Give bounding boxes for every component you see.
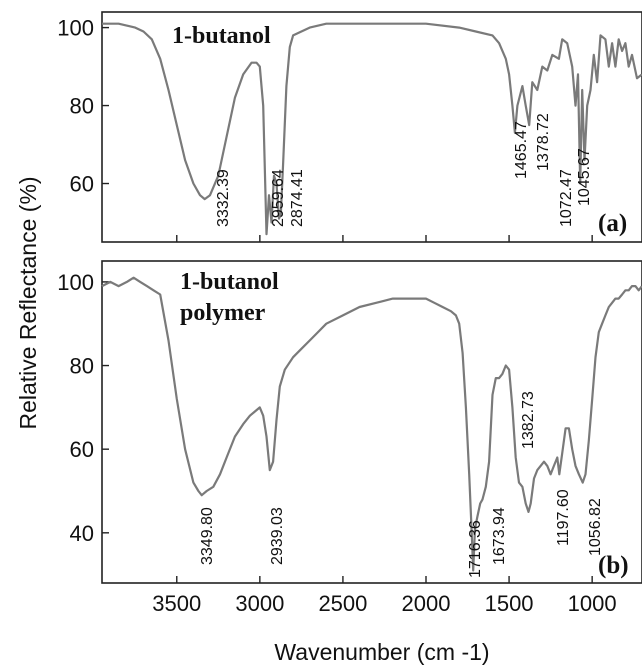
x-tick-label-2500: 2500: [318, 591, 367, 616]
panel-a-title: 1-butanol: [172, 23, 271, 49]
y-tick-label-b-40: 40: [70, 521, 94, 546]
panel-b: 406080100 1-butanol polymer (b) 3349.80 …: [57, 261, 642, 583]
x-axis-title: Wavenumber (cm -1): [274, 639, 489, 665]
y-tick-label-b-100: 100: [57, 270, 94, 295]
peak-label-1072: 1072.47: [558, 169, 575, 227]
peak-label-1379: 1378.72: [535, 113, 552, 171]
peak-label-2939: 2939.03: [269, 507, 286, 565]
y-tick-label-a-100: 100: [57, 16, 94, 41]
panel-a-annotations: 3332.39 2959.64 2874.41 1465.47 1378.72 …: [215, 113, 593, 227]
peak-label-1198: 1197.60: [555, 489, 572, 546]
y-tick-label-b-80: 80: [70, 354, 94, 379]
y-tick-label-b-60: 60: [70, 437, 94, 462]
x-tick-label-2000: 2000: [402, 591, 451, 616]
peak-label-1383: 1382.73: [520, 391, 537, 449]
peak-label-3350: 3349.80: [199, 507, 216, 565]
x-tick-label-3500: 3500: [152, 591, 201, 616]
panel-b-annotations: 3349.80 2939.03 1716.36 1673.94 1382.73 …: [199, 391, 604, 578]
panel-b-title-line1: 1-butanol: [180, 269, 279, 295]
peak-label-1465: 1465.47: [513, 121, 530, 179]
peak-label-1046: 1045.67: [576, 148, 593, 206]
x-tick-label-1500: 1500: [485, 591, 534, 616]
peak-label-3332: 3332.39: [215, 169, 232, 227]
panel-a: 60 80 100 1-butanol (a) 3332.39 2959.64 28…: [57, 12, 642, 242]
peak-label-2874: 2874.41: [289, 169, 306, 227]
y-tick-label-a-60: 60: [70, 172, 94, 197]
panel-b-title-line2: polymer: [180, 300, 266, 326]
peak-label-1057: 1056.82: [587, 498, 604, 556]
peak-label-1716: 1716.36: [467, 520, 484, 578]
x-tick-label-1000: 1000: [568, 591, 617, 616]
panel-a-label: (a): [598, 210, 627, 237]
peak-label-2960: 2959.64: [270, 169, 287, 227]
y-tick-label-a-80: 80: [70, 94, 94, 119]
y-axis-title: Relative Reflectance (%): [15, 176, 41, 429]
peak-label-1674: 1673.94: [491, 507, 508, 565]
x-tick-label-3000: 3000: [235, 591, 284, 616]
